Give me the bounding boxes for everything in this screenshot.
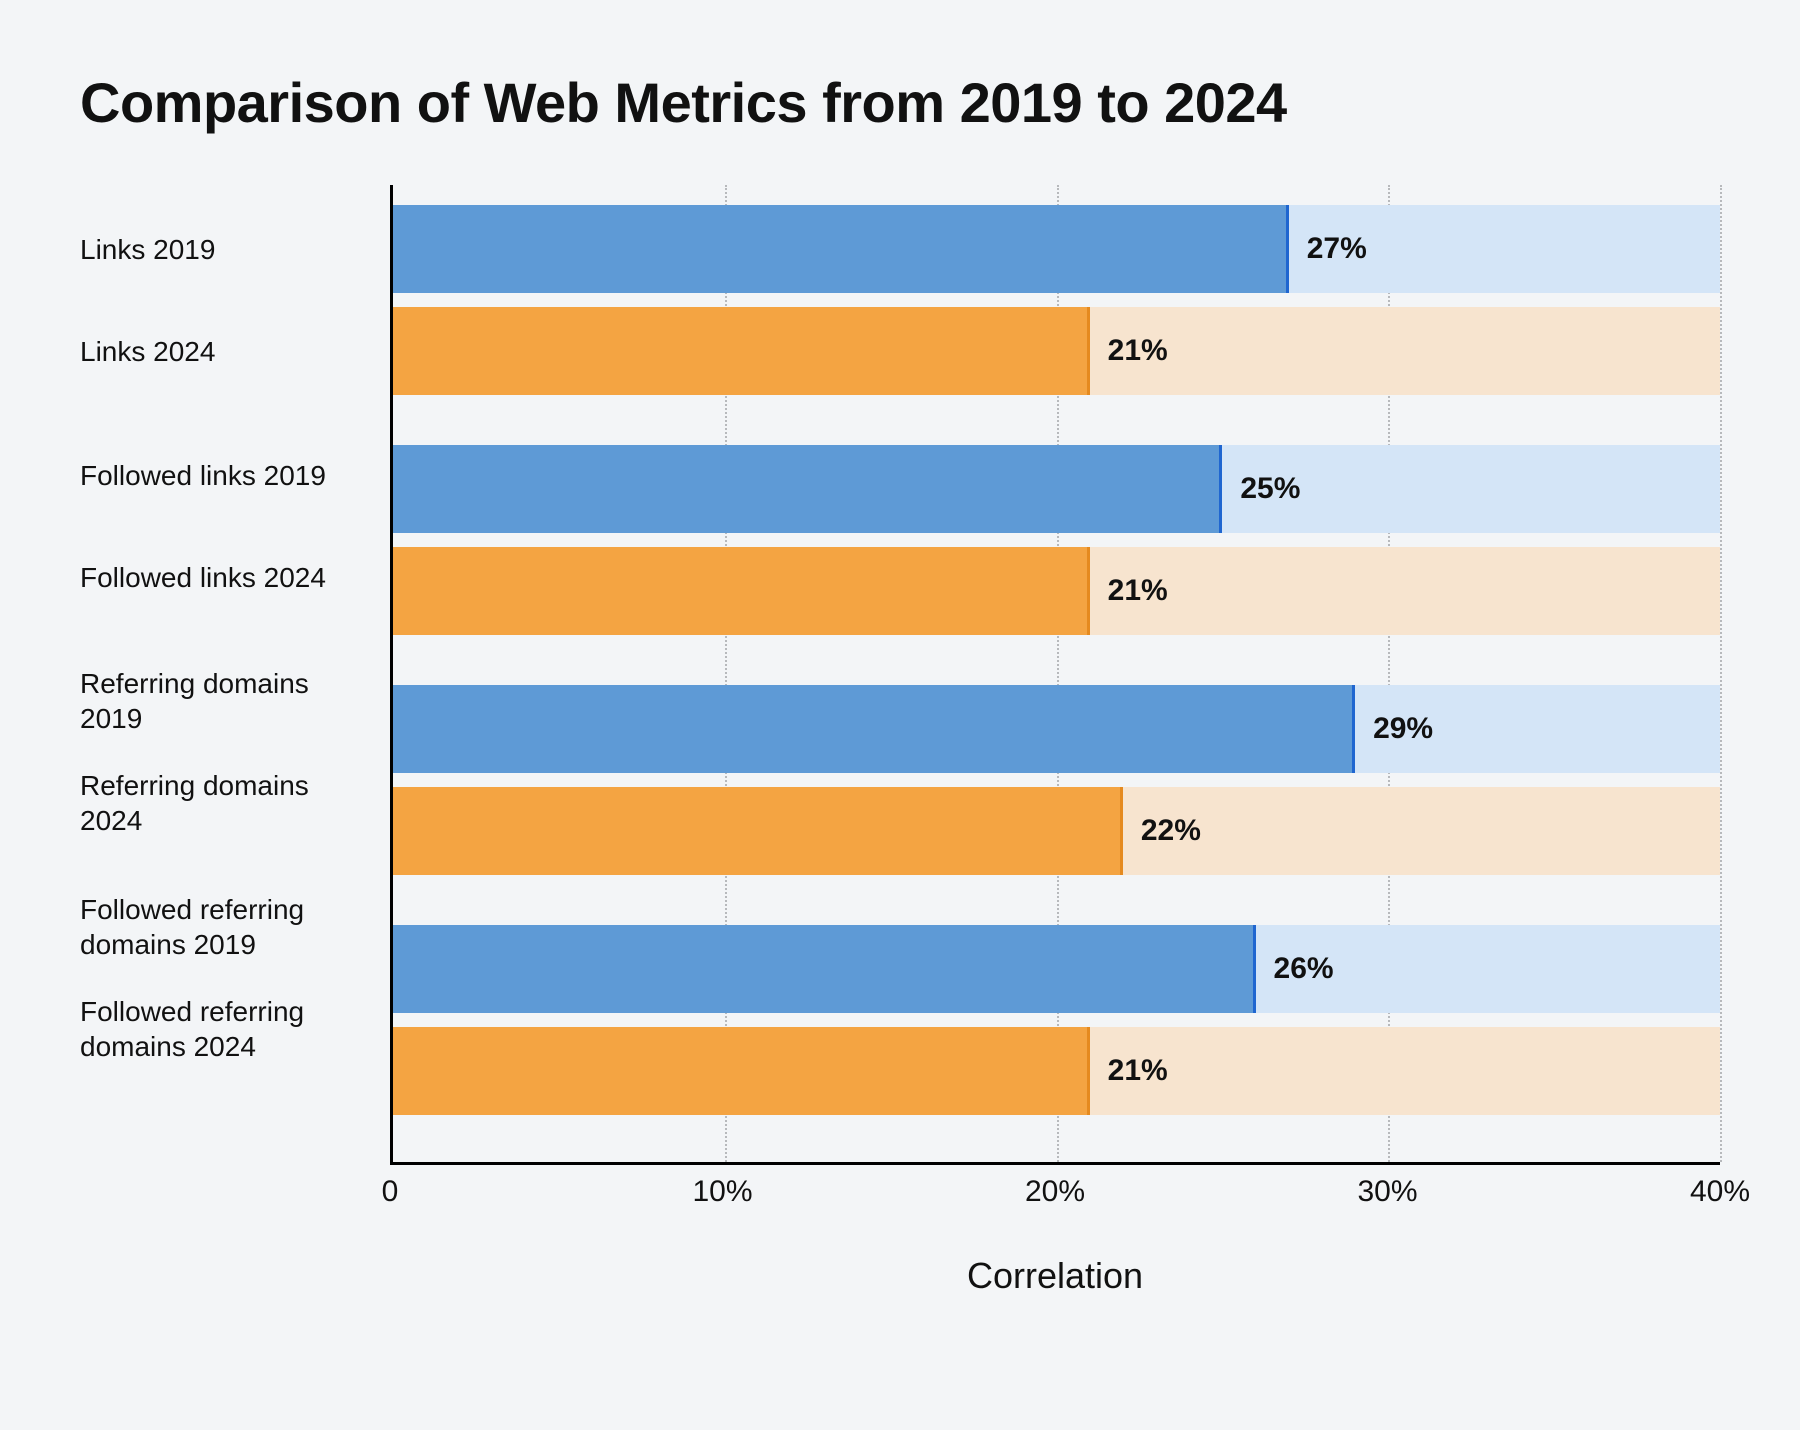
bar-label: Links 2019 bbox=[80, 205, 390, 293]
chart-title: Comparison of Web Metrics from 2019 to 2… bbox=[80, 70, 1720, 135]
bar-row: 21% bbox=[393, 547, 1720, 635]
bar-value-label: 21% bbox=[1108, 574, 1168, 608]
bar-fill bbox=[393, 925, 1256, 1013]
x-tick-label: 0 bbox=[382, 1175, 399, 1209]
bar-label: Followed referring domains 2019 bbox=[80, 883, 390, 971]
bar-fill bbox=[393, 205, 1289, 293]
bar-fill bbox=[393, 1027, 1090, 1115]
bar-label: Links 2024 bbox=[80, 307, 390, 395]
bar-value-label: 27% bbox=[1307, 232, 1367, 266]
bar-value-label: 22% bbox=[1141, 814, 1201, 848]
bar-fill bbox=[393, 445, 1222, 533]
bar-value-label: 21% bbox=[1108, 1054, 1168, 1088]
bar-row: 21% bbox=[393, 1027, 1720, 1115]
bar-label: Referring domains 2019 bbox=[80, 657, 390, 745]
bar-row: 25% bbox=[393, 445, 1720, 533]
x-tick-label: 40% bbox=[1690, 1175, 1750, 1209]
y-axis-labels: Links 2019 Links 2024 Followed links 201… bbox=[80, 185, 390, 1297]
bar-value-label: 29% bbox=[1373, 712, 1433, 746]
x-tick-label: 30% bbox=[1357, 1175, 1417, 1209]
bar-row: 22% bbox=[393, 787, 1720, 875]
bar-pair: 27% 21% bbox=[393, 205, 1720, 409]
bar-fill bbox=[393, 685, 1355, 773]
bar-fill bbox=[393, 787, 1123, 875]
bar-pair: 25% 21% bbox=[393, 445, 1720, 649]
bar-label: Followed links 2024 bbox=[80, 533, 390, 621]
bar-row: 26% bbox=[393, 925, 1720, 1013]
bar-row: 21% bbox=[393, 307, 1720, 395]
bar-value-label: 26% bbox=[1274, 952, 1334, 986]
bar-pair: 29% 22% bbox=[393, 685, 1720, 889]
bar-row: 27% bbox=[393, 205, 1720, 293]
bar-pair: 26% 21% bbox=[393, 925, 1720, 1129]
x-tick-label: 20% bbox=[1025, 1175, 1085, 1209]
bar-fill bbox=[393, 307, 1090, 395]
x-tick-label: 10% bbox=[692, 1175, 752, 1209]
bars-container: 27% 21% 25% 21% 29% 22% 26% 21% bbox=[393, 185, 1720, 1162]
plot-area: 27%21%25%21%29%22%26%21% 010%20%30%40% C… bbox=[390, 185, 1720, 1297]
bar-fill bbox=[393, 547, 1090, 635]
bar-label: Followed links 2019 bbox=[80, 431, 390, 519]
bar-label: Referring domains 2024 bbox=[80, 759, 390, 847]
bar-row: 29% bbox=[393, 685, 1720, 773]
x-axis-ticks: 010%20%30%40% bbox=[390, 1175, 1720, 1225]
bar-value-label: 21% bbox=[1108, 334, 1168, 368]
x-axis-label: Correlation bbox=[390, 1255, 1720, 1297]
bar-value-label: 25% bbox=[1240, 472, 1300, 506]
bar-label: Followed referring domains 2024 bbox=[80, 985, 390, 1073]
gridline bbox=[1720, 185, 1722, 1162]
chart: Links 2019 Links 2024 Followed links 201… bbox=[80, 185, 1720, 1297]
